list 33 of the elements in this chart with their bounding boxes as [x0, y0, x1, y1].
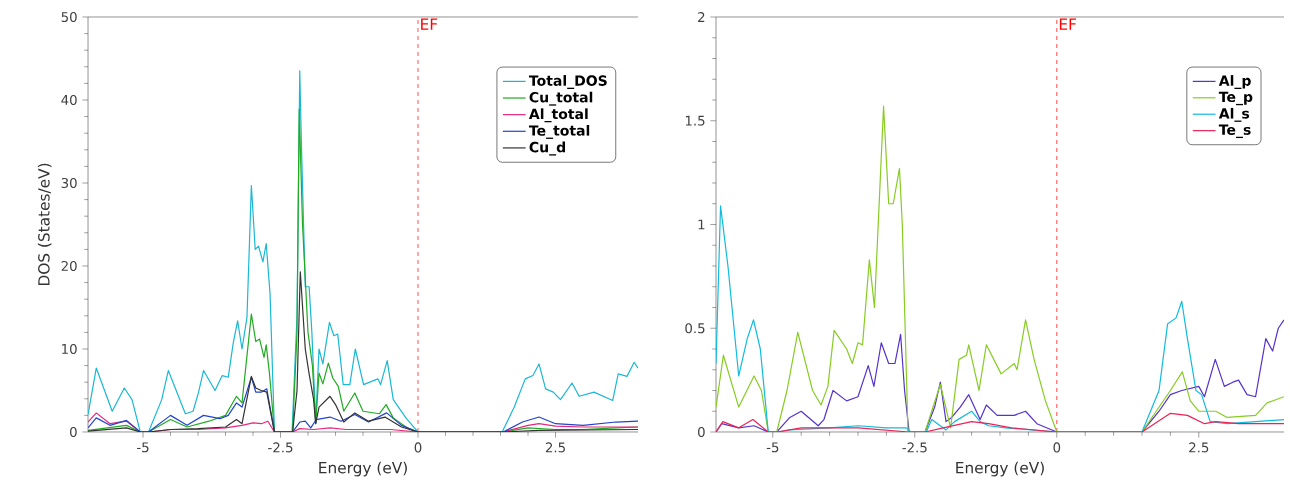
- x-axis-title: Energy (eV): [956, 461, 1044, 477]
- x-tick-label: -5: [766, 442, 779, 453]
- legend-label: Al_total: [528, 108, 588, 123]
- ref-line-label: EF: [421, 18, 438, 30]
- legend-label: Te_s: [1218, 124, 1251, 139]
- y-tick-label: 40: [61, 94, 77, 106]
- x-tick-label: 2.5: [1189, 442, 1209, 453]
- y-tick-label: 30: [61, 177, 77, 189]
- legend-label: Te_total: [528, 124, 590, 139]
- y-tick-label: 1.5: [685, 115, 705, 126]
- x-tick-label: 0: [1053, 442, 1061, 453]
- x-tick-label: 0: [414, 442, 422, 453]
- y-tick-label: 50: [61, 11, 77, 23]
- x-tick-label: -2.5: [268, 442, 293, 453]
- x-tick-label: -5: [137, 442, 149, 453]
- y-tick-label: 10: [62, 343, 77, 355]
- legend-label: Cu_d: [529, 141, 565, 156]
- y-tick-label: 0.5: [685, 323, 705, 334]
- x-tick-label: -2.5: [902, 442, 927, 453]
- x-tick-label: 2.5: [545, 442, 565, 453]
- ref-line-label: EF: [1059, 18, 1077, 30]
- y-tick-label: 0: [70, 426, 77, 438]
- y-tick-label: 1: [698, 219, 705, 230]
- y-tick-label: 2: [698, 12, 705, 22]
- legend-label: Cu_total: [529, 91, 593, 106]
- y-tick-label: 0: [698, 426, 705, 438]
- legend-label: Total_DOS: [528, 75, 607, 89]
- legend-label: Te_p: [1218, 91, 1253, 106]
- legend-label: Al_p: [1218, 75, 1251, 89]
- y-axis-title: DOS (States/eV): [37, 163, 52, 286]
- y-tick-label: 20: [61, 260, 77, 272]
- x-axis-title: Energy (eV): [319, 461, 407, 477]
- legend-label: Al_s: [1218, 107, 1250, 122]
